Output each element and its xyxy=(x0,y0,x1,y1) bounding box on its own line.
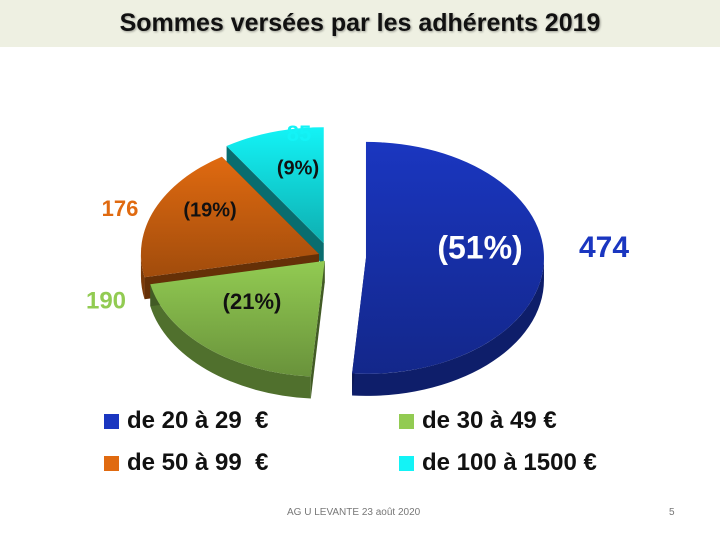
value-label-3: 85 xyxy=(287,121,311,146)
pie-side-wall xyxy=(352,257,544,396)
value-label-0: 474 xyxy=(579,231,629,264)
footer-text: AG U LEVANTE 23 août 2020 xyxy=(287,507,421,518)
pie-slice-top xyxy=(150,260,325,377)
page-number: 5 xyxy=(669,507,675,518)
pie-slice-top xyxy=(226,127,324,244)
legend-swatch-50-99 xyxy=(104,455,119,471)
legend-item-30-49: de 30 à 49 € xyxy=(399,407,557,435)
pie-slice-top xyxy=(140,156,319,278)
legend: de 20 à 29 € de 30 à 49 € de 50 à 99 € d… xyxy=(0,405,720,485)
legend-label: de 20 à 29 € xyxy=(127,407,269,434)
legend-swatch-20-29 xyxy=(104,413,119,429)
value-label-2: 176 xyxy=(102,196,139,221)
pie-slice-1 xyxy=(150,260,325,399)
value-label-1: 190 xyxy=(86,287,126,314)
pie-slice-top xyxy=(352,141,544,374)
legend-item-50-99: de 50 à 99 € xyxy=(104,449,268,477)
legend-item-20-29: de 20 à 29 € xyxy=(104,407,268,435)
percent-label-3: (9%) xyxy=(277,157,319,179)
legend-label: de 50 à 99 € xyxy=(127,449,269,476)
percent-label-2: (19%) xyxy=(183,199,236,221)
pie-chart: 474 (51%) 190 (21%) 176 (19%) 85 (9%) xyxy=(86,121,629,399)
legend-label: de 30 à 49 € xyxy=(422,407,557,434)
legend-item-100-1500: de 100 à 1500 € xyxy=(399,449,597,477)
pie-side-wall xyxy=(140,253,145,300)
pie-side-wall xyxy=(150,284,311,399)
pie-slice-0 xyxy=(352,141,544,396)
pie-cut-face xyxy=(310,260,325,399)
percent-label-0: (51%) xyxy=(437,229,522,265)
page-title: Sommes versées par les adhérents 2019 xyxy=(119,9,601,37)
legend-swatch-100-1500 xyxy=(399,455,414,471)
title-bar: Sommes versées par les adhérents 2019 xyxy=(0,0,720,47)
percent-label-1: (21%) xyxy=(223,289,282,314)
legend-label: de 100 à 1500 € xyxy=(422,449,597,476)
legend-swatch-30-49 xyxy=(399,413,414,429)
